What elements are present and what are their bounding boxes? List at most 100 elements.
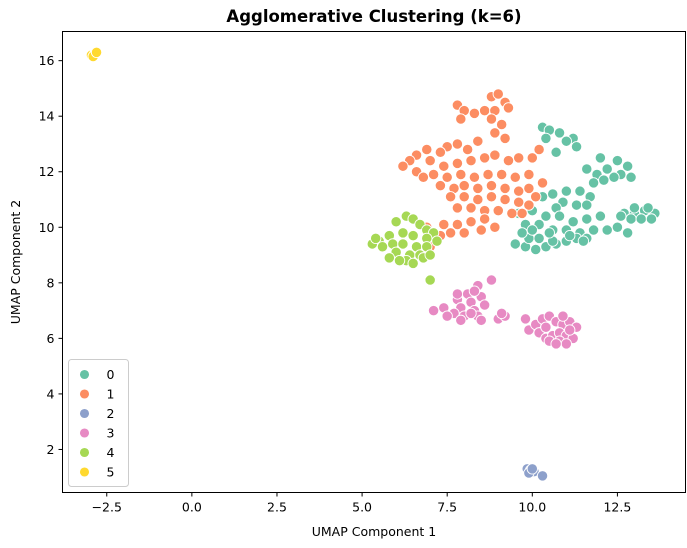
data-point-cluster-0 bbox=[509, 238, 521, 250]
legend: 0 1 2 3 4 5 bbox=[68, 359, 129, 487]
legend-marker-0 bbox=[79, 369, 90, 380]
y-tick-label: 6 bbox=[47, 331, 55, 346]
data-point-cluster-1 bbox=[397, 160, 409, 172]
data-point-cluster-0 bbox=[642, 202, 654, 214]
data-point-cluster-1 bbox=[458, 191, 470, 203]
data-point-cluster-1 bbox=[530, 191, 542, 203]
data-point-cluster-1 bbox=[478, 152, 491, 164]
data-point-cluster-0 bbox=[581, 199, 593, 211]
data-point-cluster-1 bbox=[492, 204, 504, 217]
y-tick-label: 10 bbox=[39, 220, 55, 235]
data-point-cluster-4 bbox=[376, 241, 389, 253]
y-axis-label: UMAP Component 2 bbox=[8, 200, 23, 325]
data-point-cluster-1 bbox=[496, 118, 508, 131]
data-point-cluster-3 bbox=[427, 304, 440, 317]
x-tick-label: 12.5 bbox=[603, 500, 631, 515]
data-point-cluster-3 bbox=[441, 310, 453, 322]
data-point-cluster-1 bbox=[465, 202, 477, 214]
data-point-cluster-3 bbox=[468, 285, 481, 297]
legend-marker-4 bbox=[79, 447, 90, 458]
x-tick-label: 0.0 bbox=[182, 500, 202, 515]
data-point-cluster-4 bbox=[390, 216, 402, 228]
data-point-cluster-3 bbox=[475, 314, 487, 326]
legend-label-4: 4 bbox=[107, 445, 115, 460]
data-point-cluster-2 bbox=[526, 463, 538, 475]
data-point-cluster-4 bbox=[431, 235, 443, 247]
data-point-cluster-1 bbox=[451, 157, 464, 170]
data-point-cluster-1 bbox=[444, 191, 457, 203]
data-point-cluster-4 bbox=[424, 249, 436, 261]
plot-frame bbox=[62, 31, 686, 493]
data-point-cluster-3 bbox=[485, 274, 498, 286]
data-point-cluster-0 bbox=[598, 174, 610, 186]
data-point-cluster-1 bbox=[485, 113, 498, 125]
data-point-cluster-0 bbox=[553, 210, 566, 222]
data-point-cluster-0 bbox=[601, 224, 613, 236]
data-point-cluster-1 bbox=[472, 193, 484, 206]
legend-label-5: 5 bbox=[107, 465, 115, 480]
data-point-cluster-4 bbox=[383, 252, 395, 264]
data-point-cluster-1 bbox=[444, 227, 457, 239]
data-point-cluster-0 bbox=[615, 210, 627, 222]
x-axis-label: UMAP Component 1 bbox=[312, 524, 437, 539]
data-point-cluster-0 bbox=[574, 185, 586, 197]
data-point-cluster-1 bbox=[417, 171, 430, 183]
legend-label-1: 1 bbox=[107, 387, 115, 402]
data-point-cluster-0 bbox=[621, 227, 634, 239]
data-point-cluster-1 bbox=[499, 193, 511, 206]
data-point-cluster-3 bbox=[451, 288, 464, 300]
data-point-cluster-3 bbox=[564, 324, 576, 336]
data-point-cluster-1 bbox=[513, 152, 525, 164]
legend-label-2: 2 bbox=[107, 406, 115, 421]
data-point-cluster-3 bbox=[560, 338, 572, 350]
y-axis-ticks: 2 4 6 8 10 12 14 16 bbox=[39, 53, 63, 457]
data-point-cluster-1 bbox=[434, 146, 447, 158]
data-point-cluster-1 bbox=[506, 207, 518, 220]
x-tick-label: 7.5 bbox=[437, 500, 457, 515]
data-point-cluster-0 bbox=[577, 235, 590, 247]
data-point-cluster-0 bbox=[625, 213, 637, 225]
data-point-cluster-0 bbox=[553, 127, 566, 139]
data-point-cluster-1 bbox=[458, 179, 470, 192]
data-point-cluster-0 bbox=[645, 213, 658, 225]
data-point-cluster-1 bbox=[502, 154, 515, 167]
legend-label-3: 3 bbox=[107, 426, 115, 441]
data-point-cluster-1 bbox=[499, 182, 511, 195]
legend-marker-1 bbox=[79, 388, 90, 400]
data-point-cluster-1 bbox=[468, 171, 481, 183]
data-point-cluster-1 bbox=[424, 154, 436, 167]
data-point-cluster-1 bbox=[472, 135, 484, 147]
data-point-cluster-3 bbox=[496, 307, 508, 320]
x-tick-label: 2.5 bbox=[267, 500, 287, 515]
data-point-cluster-1 bbox=[438, 218, 450, 231]
data-point-cluster-0 bbox=[530, 243, 542, 256]
legend-marker-5 bbox=[79, 466, 90, 478]
data-point-cluster-1 bbox=[492, 88, 504, 100]
y-tick-label: 12 bbox=[39, 164, 55, 179]
data-point-cluster-0 bbox=[594, 210, 607, 222]
y-tick-label: 16 bbox=[39, 53, 55, 68]
data-point-cluster-1 bbox=[523, 182, 535, 195]
data-point-cluster-1 bbox=[489, 127, 501, 139]
data-point-cluster-4 bbox=[393, 254, 406, 267]
data-point-cluster-4 bbox=[370, 232, 382, 245]
data-point-cluster-3 bbox=[540, 321, 552, 333]
points-layer bbox=[85, 46, 661, 482]
data-point-cluster-1 bbox=[489, 149, 501, 161]
x-tick-label: 10.0 bbox=[518, 500, 546, 515]
data-point-cluster-1 bbox=[485, 179, 498, 192]
data-point-cluster-4 bbox=[397, 227, 409, 239]
data-point-cluster-1 bbox=[516, 207, 528, 220]
data-point-cluster-0 bbox=[560, 185, 572, 197]
data-point-cluster-1 bbox=[475, 224, 487, 236]
data-point-cluster-1 bbox=[482, 168, 494, 181]
data-point-cluster-0 bbox=[564, 229, 576, 242]
data-point-cluster-0 bbox=[550, 146, 562, 158]
data-point-cluster-0 bbox=[533, 232, 545, 245]
data-point-cluster-0 bbox=[611, 154, 624, 167]
data-point-cluster-0 bbox=[581, 163, 593, 175]
chart-title: Agglomerative Clustering (k=6) bbox=[226, 7, 521, 26]
legend-marker-2 bbox=[79, 408, 90, 419]
data-point-cluster-1 bbox=[427, 168, 440, 181]
